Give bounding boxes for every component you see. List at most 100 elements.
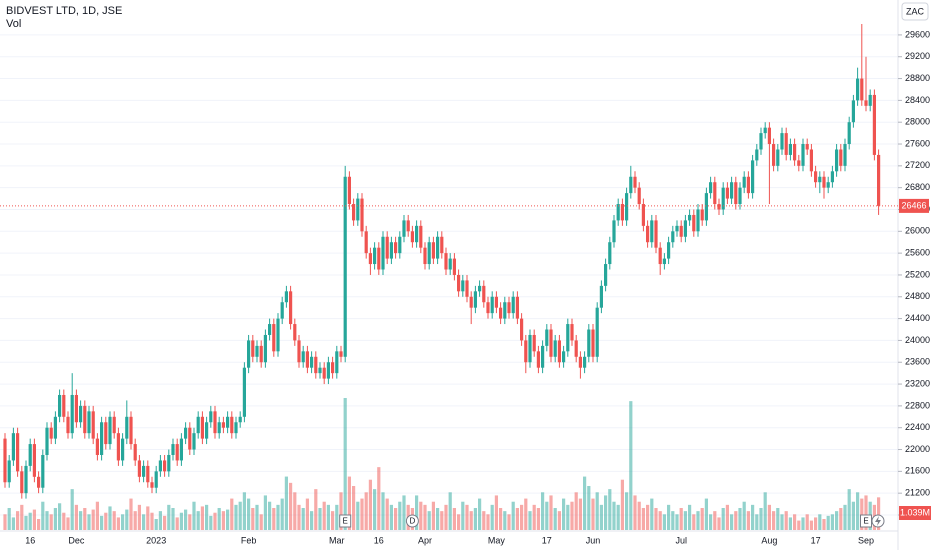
volume-bar bbox=[200, 506, 204, 530]
volume-bar bbox=[772, 511, 776, 530]
volume-bar bbox=[448, 492, 452, 530]
candle-body bbox=[255, 345, 259, 357]
volume-bar bbox=[402, 495, 406, 530]
candle-body bbox=[709, 182, 713, 194]
volume-bar bbox=[129, 498, 133, 530]
candle-body bbox=[301, 351, 305, 363]
y-tick-label: 24000 bbox=[905, 335, 930, 345]
candle-body bbox=[587, 329, 591, 357]
volume-bar bbox=[780, 514, 784, 530]
candle-body bbox=[142, 465, 146, 477]
candle-body bbox=[868, 94, 872, 106]
volume-bar bbox=[179, 512, 183, 530]
icon-bolt[interactable] bbox=[875, 516, 881, 526]
candle-body bbox=[402, 220, 406, 237]
candle-body bbox=[125, 416, 129, 439]
candle-body bbox=[192, 433, 196, 450]
volume-bar bbox=[457, 514, 461, 530]
volume-bar bbox=[788, 517, 792, 530]
volume-bar bbox=[637, 501, 641, 530]
candle-body bbox=[633, 176, 637, 188]
dividend-split-icon[interactable] bbox=[871, 514, 885, 528]
volume-bar bbox=[767, 504, 771, 530]
volume-bar bbox=[234, 504, 238, 530]
candle-body bbox=[461, 280, 465, 292]
candle-body bbox=[284, 291, 288, 303]
volume-bar bbox=[226, 509, 230, 530]
candle-body bbox=[856, 78, 860, 101]
volume-bar bbox=[608, 489, 612, 530]
candle-body bbox=[457, 274, 461, 292]
x-tick-label: Dec bbox=[68, 535, 85, 545]
y-tick-label: 27200 bbox=[905, 160, 930, 170]
volume-bar bbox=[95, 501, 99, 530]
volume-bar bbox=[24, 515, 28, 530]
volume-bar bbox=[532, 504, 536, 530]
event-marker[interactable] bbox=[339, 514, 352, 528]
candle-body bbox=[499, 307, 503, 319]
candle-body bbox=[11, 433, 15, 461]
volume-bar bbox=[373, 489, 377, 530]
candle-body bbox=[562, 351, 566, 363]
volume-bar bbox=[444, 504, 448, 530]
volume-bar bbox=[730, 514, 734, 530]
volume-bar bbox=[877, 497, 881, 530]
event-marker[interactable] bbox=[405, 514, 419, 528]
volume-bar bbox=[364, 492, 368, 530]
volume-bar bbox=[154, 519, 158, 530]
volume-bar bbox=[205, 504, 209, 530]
volume-bar bbox=[641, 508, 645, 530]
volume-bar bbox=[822, 519, 826, 530]
grid bbox=[0, 34, 898, 516]
event-label[interactable]: E bbox=[863, 517, 868, 526]
candle-body bbox=[536, 351, 540, 368]
candle-body bbox=[394, 242, 398, 254]
volume-bar bbox=[734, 511, 738, 530]
volume-bar bbox=[587, 486, 591, 530]
candle-body bbox=[314, 356, 318, 374]
volume-bar bbox=[142, 514, 146, 530]
volume-bar bbox=[864, 495, 868, 530]
event-label[interactable]: D bbox=[410, 517, 416, 526]
candle-body bbox=[545, 329, 549, 346]
currency-button[interactable] bbox=[901, 2, 929, 21]
volume-bar bbox=[70, 489, 74, 530]
volume-bar bbox=[213, 512, 217, 530]
volume-bar bbox=[83, 508, 87, 530]
candle-body bbox=[725, 187, 729, 199]
volume-bar bbox=[53, 508, 57, 530]
candle-body bbox=[146, 465, 150, 483]
volume-bar bbox=[616, 504, 620, 530]
candle-body bbox=[171, 444, 175, 455]
volume-bar bbox=[562, 498, 566, 530]
volume-bar bbox=[461, 501, 465, 530]
candle-body bbox=[419, 225, 423, 248]
volume-bar bbox=[255, 504, 259, 530]
volume-bar bbox=[809, 520, 813, 530]
volume-bar bbox=[58, 503, 62, 530]
volume-bar bbox=[465, 504, 469, 530]
volume-bar bbox=[700, 508, 704, 530]
candle-body bbox=[377, 247, 381, 270]
candle-body bbox=[137, 460, 141, 477]
candle-body bbox=[263, 334, 267, 363]
candle-body bbox=[809, 149, 813, 172]
candle-body bbox=[755, 149, 759, 161]
event-label[interactable]: E bbox=[343, 517, 348, 526]
candle-body bbox=[62, 394, 66, 417]
volume-bar bbox=[175, 517, 179, 530]
volume-bar bbox=[570, 501, 574, 530]
candle-body bbox=[700, 209, 704, 221]
currency-label[interactable]: ZAC bbox=[906, 6, 925, 16]
candle-body bbox=[578, 356, 582, 368]
candle-body bbox=[58, 394, 62, 417]
candle-body bbox=[478, 285, 482, 292]
candle-body bbox=[549, 329, 553, 357]
volume-bar bbox=[692, 514, 696, 530]
volume-bar bbox=[650, 498, 654, 530]
candle-body bbox=[692, 214, 696, 232]
candle-body bbox=[150, 482, 154, 488]
volume-bar bbox=[188, 514, 192, 530]
volume-bar bbox=[515, 508, 519, 530]
